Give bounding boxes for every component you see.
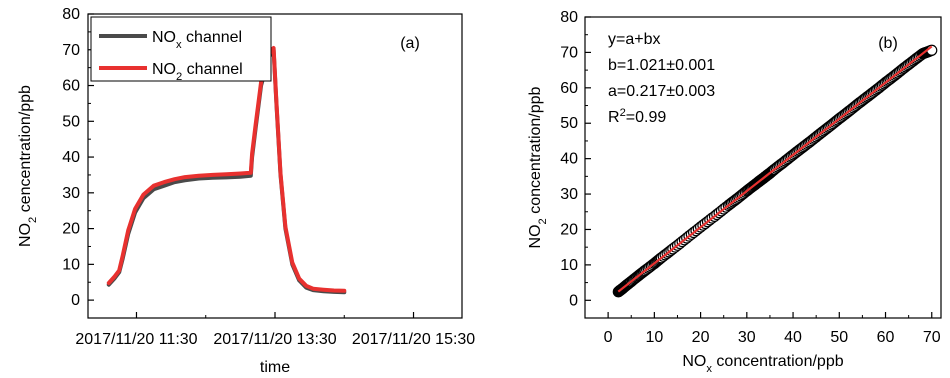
panel-a-y-ticks: 0 10 20 30 40 50 60 70 80: [62, 6, 94, 309]
x-tick-label: 30: [738, 329, 756, 346]
x-tick-label: 50: [830, 329, 848, 346]
y-tick-label: 70: [560, 44, 578, 61]
fit-annotation-line: b=1.021±0.001: [608, 57, 715, 74]
x-tick-label: 60: [877, 329, 895, 346]
series-line-no2: [106, 46, 347, 293]
panel-b-frame: [584, 16, 942, 319]
fit-annotation-line: R2=0.99: [608, 107, 666, 126]
fit-annotation-line: a=0.217±0.003: [608, 83, 715, 100]
panel-b-y-axis-label: NO2 concentration/ppb: [527, 86, 549, 248]
y-tick-label: 20: [62, 221, 80, 238]
panel-a-x-ticks: 2017/11/20 11:30 2017/11/20 13:30 2017/11/…: [75, 312, 475, 348]
y-tick-label: 20: [560, 221, 578, 238]
y-tick-label: 60: [560, 80, 578, 97]
y-tick-label: 0: [71, 292, 80, 309]
panel-b-label: (b): [878, 35, 898, 52]
y-tick-label: 0: [569, 292, 578, 309]
panel-b-y-ticks: 0 10 20 30 40 50 60 70 80: [560, 9, 591, 309]
x-tick-label: 70: [923, 329, 941, 346]
y-tick-label: 80: [62, 6, 80, 23]
legend-entry: NOx channel: [152, 29, 242, 51]
legend-box: [90, 16, 272, 82]
panel-a-y-axis-label: NO2 cencentration/ppb: [17, 85, 39, 247]
y-tick-label: 50: [560, 115, 578, 132]
series-line-nox: [106, 47, 347, 295]
y-tick-label: 10: [62, 256, 80, 273]
linear-fit-line: [617, 45, 933, 293]
x-tick-label: 2017/11/20 13:30: [213, 331, 336, 348]
x-tick-label: 2017/11/20 11:30: [75, 331, 197, 348]
panel-a-legend: NOx channel NO2 channel: [90, 16, 272, 83]
y-tick-label: 40: [560, 151, 578, 168]
y-tick-label: 30: [62, 185, 80, 202]
legend-entry: NO2 channel: [152, 61, 243, 83]
x-tick-label: 40: [784, 329, 802, 346]
panel-a-x-axis-label: time: [260, 359, 290, 376]
x-tick-label: 0: [604, 329, 613, 346]
panel-a-label: (a): [400, 35, 420, 52]
y-tick-label: 30: [560, 186, 578, 203]
y-tick-label: 70: [62, 42, 80, 59]
y-tick-label: 10: [560, 257, 578, 274]
y-tick-label: 40: [62, 149, 80, 166]
fit-annotation-line: y=a+bx: [608, 31, 660, 48]
panel-b-x-axis-label: NOx concentration/ppb: [682, 353, 843, 375]
x-tick-label: 2017/11/20 15:30: [352, 331, 475, 348]
panel-b-fit-annotation: y=a+bx b=1.021±0.001 a=0.217±0.003 R2=0.99: [608, 31, 715, 126]
x-tick-label: 10: [645, 329, 663, 346]
panel-a-series: [106, 46, 347, 295]
panel-b: 0 10 20 30 40 50 60 70 80 0 10 20 30 40 50 60 70 NOx co…: [527, 9, 942, 375]
y-tick-label: 60: [62, 78, 80, 95]
x-tick-label: 20: [692, 329, 710, 346]
y-tick-label: 50: [62, 113, 80, 130]
panel-b-x-ticks: 0 10 20 30 40 50 60 70: [604, 312, 941, 346]
y-tick-label: 80: [560, 9, 578, 26]
panel-b-fit-line: [617, 45, 933, 293]
